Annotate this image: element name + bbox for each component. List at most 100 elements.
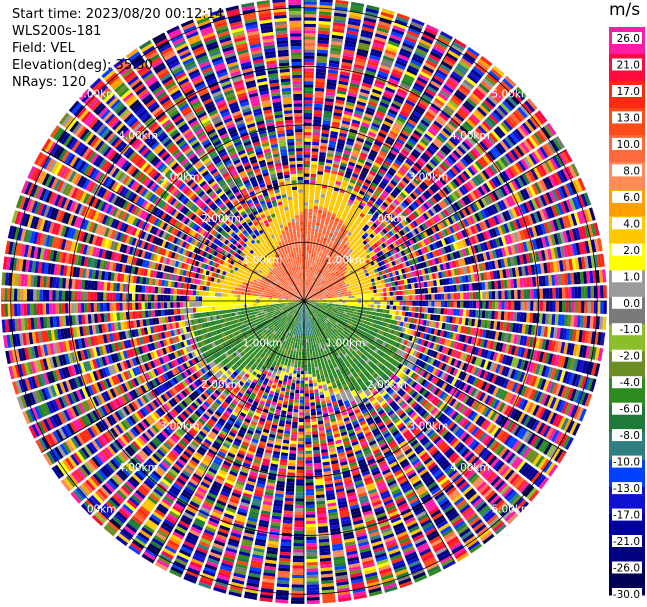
velocity-gate <box>380 260 386 266</box>
velocity-gate <box>485 230 492 240</box>
velocity-gate <box>440 230 447 238</box>
velocity-gate <box>321 190 327 195</box>
velocity-gate <box>319 0 333 3</box>
velocity-gate <box>474 175 482 185</box>
velocity-gate <box>493 215 500 225</box>
velocity-gate <box>316 298 320 300</box>
velocity-gate <box>499 269 504 279</box>
velocity-gate <box>383 259 389 264</box>
velocity-gate <box>304 301 308 302</box>
velocity-gate <box>342 277 347 281</box>
velocity-gate <box>410 151 419 159</box>
velocity-gate <box>356 251 361 257</box>
velocity-gate <box>464 100 475 110</box>
velocity-gate <box>310 297 314 299</box>
velocity-gate <box>326 267 330 271</box>
velocity-gate <box>460 172 468 182</box>
velocity-gate <box>310 180 316 184</box>
velocity-gate <box>478 83 490 94</box>
velocity-gate <box>335 283 339 287</box>
velocity-gate <box>392 305 397 310</box>
velocity-gate <box>553 172 563 185</box>
velocity-gate <box>479 141 489 151</box>
velocity-gate <box>422 333 428 340</box>
velocity-gate <box>358 301 362 304</box>
velocity-gate <box>470 68 483 79</box>
velocity-gate <box>394 281 399 286</box>
velocity-gate <box>353 67 364 73</box>
velocity-gate <box>351 295 355 298</box>
velocity-gate <box>318 273 322 277</box>
velocity-gate <box>488 205 496 215</box>
velocity-gate <box>381 317 386 322</box>
velocity-gate <box>336 214 341 220</box>
velocity-gate <box>324 291 329 294</box>
velocity-gate <box>468 71 481 82</box>
velocity-gate <box>444 347 450 355</box>
velocity-gate <box>324 310 328 313</box>
velocity-gate <box>538 407 546 419</box>
velocity-gate <box>313 297 317 299</box>
velocity-gate <box>325 91 335 97</box>
velocity-gate <box>379 230 386 237</box>
velocity-gate <box>394 253 400 259</box>
velocity-gate <box>451 260 457 268</box>
velocity-gate <box>376 276 381 281</box>
velocity-gate <box>548 206 555 218</box>
velocity-gate <box>357 215 364 221</box>
velocity-gate <box>305 272 307 276</box>
velocity-gate <box>480 272 485 281</box>
velocity-gate <box>342 52 354 58</box>
velocity-gate <box>304 128 312 133</box>
velocity-gate <box>513 278 518 288</box>
velocity-gate <box>318 281 321 285</box>
velocity-gate <box>317 167 324 172</box>
velocity-gate <box>376 226 382 232</box>
velocity-gate <box>397 88 408 96</box>
velocity-gate <box>434 336 440 344</box>
velocity-gate <box>367 235 373 241</box>
velocity-gate <box>524 324 530 335</box>
velocity-gate <box>526 312 530 323</box>
velocity-gate <box>319 249 323 254</box>
velocity-gate <box>347 184 354 190</box>
velocity-gate <box>423 254 428 261</box>
velocity-gate <box>348 244 353 249</box>
velocity-gate <box>378 271 383 276</box>
velocity-gate <box>543 262 548 274</box>
velocity-gate <box>422 230 429 238</box>
velocity-gate <box>321 129 330 134</box>
velocity-gate <box>490 216 497 227</box>
velocity-gate <box>388 314 393 319</box>
velocity-gate <box>364 140 373 146</box>
velocity-gate <box>386 239 392 245</box>
velocity-gate <box>312 129 321 133</box>
velocity-gate <box>304 141 311 145</box>
velocity-gate <box>466 292 470 300</box>
velocity-gate <box>530 134 541 146</box>
velocity-gate <box>393 65 405 73</box>
velocity-gate <box>425 163 434 172</box>
velocity-gate <box>312 288 315 292</box>
velocity-gate <box>458 371 465 380</box>
velocity-gate <box>309 186 315 190</box>
velocity-gate <box>549 139 560 152</box>
velocity-gate <box>431 234 438 242</box>
velocity-gate <box>476 368 483 378</box>
velocity-gate <box>351 298 355 301</box>
velocity-gate <box>583 315 588 328</box>
velocity-gate <box>319 298 323 300</box>
velocity-gate <box>310 299 314 301</box>
velocity-gate <box>555 399 563 412</box>
velocity-gate <box>418 325 423 332</box>
velocity-gate <box>407 156 415 164</box>
velocity-gate <box>431 273 436 280</box>
velocity-gate <box>446 308 451 315</box>
velocity-gate <box>313 291 317 294</box>
velocity-gate <box>486 271 491 280</box>
velocity-gate <box>321 264 325 268</box>
velocity-gate <box>332 259 336 264</box>
velocity-gate <box>358 204 364 210</box>
velocity-gate <box>319 295 323 297</box>
velocity-gate <box>443 254 449 262</box>
